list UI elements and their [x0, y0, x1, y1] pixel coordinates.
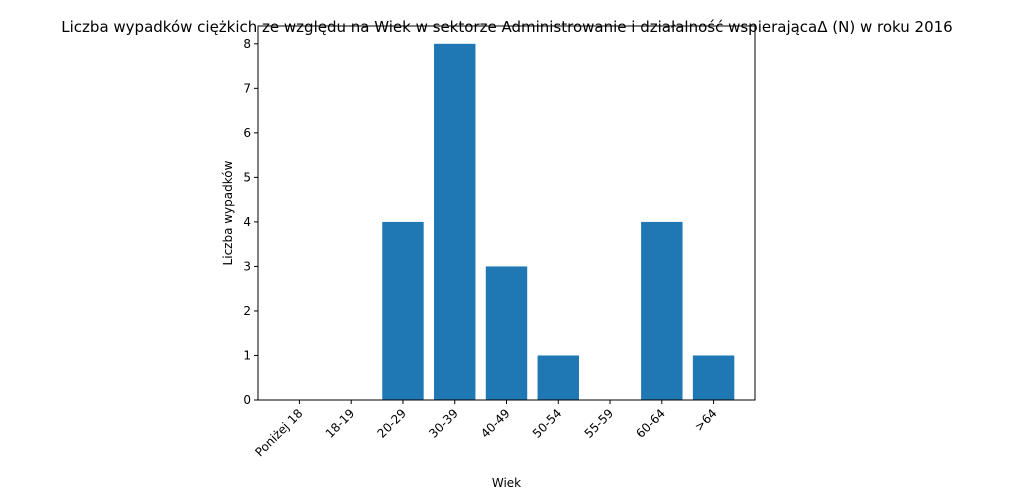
- x-tick-label: 60-64: [633, 406, 668, 441]
- x-tick-label: 18-19: [323, 406, 358, 441]
- bar->64: [692, 355, 735, 400]
- bar-30-39: [434, 43, 476, 401]
- x-tick-label: 30-39: [426, 406, 461, 441]
- x-axis-label: Wiek: [492, 476, 521, 490]
- y-tick-label: 7: [243, 81, 251, 95]
- x-tick-label: 50-54: [530, 406, 565, 441]
- y-tick-label: 1: [243, 348, 251, 362]
- x-axis: Poniżej 18 18-19 20-29 30-39 40-49 50-54 55-59…: [252, 400, 720, 459]
- bar-50-54: [537, 355, 579, 400]
- bar-60-64: [641, 221, 683, 400]
- y-axis: 0 1 2 3 4 5 6 7 8: [243, 37, 258, 407]
- x-tick-label: Poniżej 18: [252, 406, 305, 459]
- bars-group: [382, 43, 735, 401]
- y-tick-label: 6: [243, 126, 251, 140]
- y-tick-label: 0: [243, 393, 251, 407]
- y-tick-label: 8: [243, 37, 251, 51]
- bar-20-29: [382, 221, 424, 400]
- y-tick-label: 5: [243, 170, 251, 184]
- x-tick-label: 40-49: [478, 406, 513, 441]
- x-tick-label: 55-59: [582, 406, 617, 441]
- y-axis-label: Liczba wypadków: [221, 160, 235, 265]
- y-tick-label: 2: [243, 304, 251, 318]
- x-tick-label: >64: [692, 406, 720, 434]
- x-tick-label: 20-29: [375, 406, 410, 441]
- chart-title: Liczba wypadków ciężkich ze względu na W…: [61, 18, 952, 36]
- bar-40-49: [485, 266, 528, 400]
- y-tick-label: 4: [243, 215, 251, 229]
- y-tick-label: 3: [243, 259, 251, 273]
